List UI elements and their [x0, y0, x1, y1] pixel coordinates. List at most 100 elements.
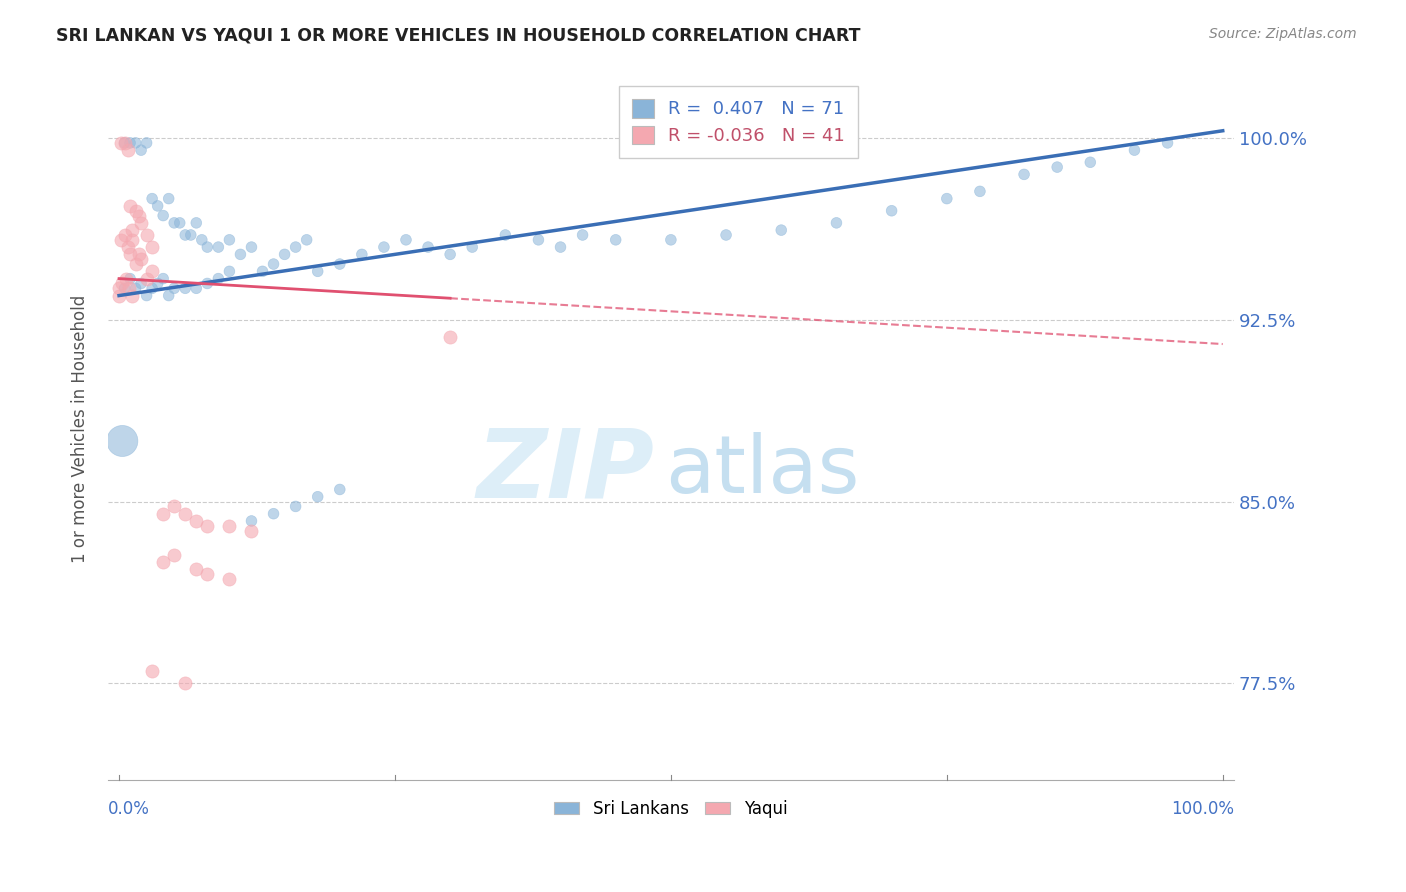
Point	[163, 500, 186, 514]
Point	[284, 240, 307, 254]
Point	[157, 192, 180, 206]
Point	[714, 227, 737, 242]
Point	[108, 281, 131, 295]
Point	[135, 271, 157, 285]
Point	[129, 143, 152, 157]
Text: 100.0%: 100.0%	[1171, 800, 1234, 818]
Point	[935, 192, 957, 206]
Point	[439, 330, 461, 344]
Point	[969, 185, 991, 199]
Point	[163, 216, 186, 230]
Point	[825, 216, 848, 230]
Point	[186, 514, 208, 528]
Text: atlas: atlas	[665, 432, 859, 510]
Point	[141, 192, 163, 206]
Point	[128, 247, 150, 261]
Point	[121, 223, 143, 237]
Point	[329, 483, 352, 497]
Point	[240, 524, 263, 538]
Point	[195, 518, 218, 533]
Point	[174, 227, 197, 242]
Point	[114, 136, 136, 150]
Point	[1078, 155, 1101, 169]
Point	[284, 500, 307, 514]
Point	[395, 233, 418, 247]
Point	[218, 233, 240, 247]
Text: SRI LANKAN VS YAQUI 1 OR MORE VEHICLES IN HOUSEHOLD CORRELATION CHART: SRI LANKAN VS YAQUI 1 OR MORE VEHICLES I…	[56, 27, 860, 45]
Point	[1123, 143, 1146, 157]
Text: Source: ZipAtlas.com: Source: ZipAtlas.com	[1209, 27, 1357, 41]
Point	[186, 216, 208, 230]
Point	[152, 507, 174, 521]
Point	[169, 216, 191, 230]
Point	[527, 233, 550, 247]
Point	[135, 288, 157, 302]
Point	[263, 257, 285, 271]
Point	[152, 209, 174, 223]
Point	[114, 227, 136, 242]
Point	[550, 240, 572, 254]
Point	[174, 281, 197, 295]
Point	[416, 240, 439, 254]
Point	[124, 203, 146, 218]
Point	[124, 281, 146, 295]
Point	[770, 223, 793, 237]
Point	[350, 247, 373, 261]
Point	[195, 567, 218, 582]
Point	[218, 518, 240, 533]
Point	[129, 252, 152, 267]
Point	[152, 555, 174, 569]
Point	[121, 288, 143, 302]
Point	[373, 240, 395, 254]
Point	[111, 434, 134, 448]
Point	[880, 203, 903, 218]
Point	[163, 281, 186, 295]
Point	[186, 281, 208, 295]
Point	[218, 572, 240, 586]
Point	[111, 277, 134, 291]
Point	[114, 281, 136, 295]
Point	[163, 548, 186, 562]
Point	[307, 264, 329, 278]
Point	[186, 562, 208, 576]
Point	[439, 247, 461, 261]
Point	[135, 136, 157, 150]
Point	[114, 271, 136, 285]
Point	[329, 257, 352, 271]
Point	[120, 271, 142, 285]
Point	[108, 288, 131, 302]
Point	[229, 247, 252, 261]
Point	[1012, 168, 1035, 182]
Point	[121, 233, 143, 247]
Point	[120, 136, 142, 150]
Point	[141, 264, 163, 278]
Point	[146, 199, 169, 213]
Point	[195, 277, 218, 291]
Point	[307, 490, 329, 504]
Point	[195, 240, 218, 254]
Point	[141, 240, 163, 254]
Point	[120, 247, 142, 261]
Point	[659, 233, 682, 247]
Point	[124, 136, 146, 150]
Point	[1046, 160, 1069, 174]
Point	[128, 209, 150, 223]
Point	[191, 233, 214, 247]
Point	[141, 665, 163, 679]
Point	[129, 277, 152, 291]
Point	[146, 277, 169, 291]
Point	[1156, 136, 1178, 150]
Point	[218, 264, 240, 278]
Y-axis label: 1 or more Vehicles in Household: 1 or more Vehicles in Household	[72, 294, 89, 563]
Point	[571, 227, 593, 242]
Point	[240, 514, 263, 528]
Point	[157, 288, 180, 302]
Point	[129, 216, 152, 230]
Point	[180, 227, 202, 242]
Point	[120, 199, 142, 213]
Point	[207, 240, 229, 254]
Point	[240, 240, 263, 254]
Point	[118, 281, 141, 295]
Point	[117, 240, 139, 254]
Point	[141, 281, 163, 295]
